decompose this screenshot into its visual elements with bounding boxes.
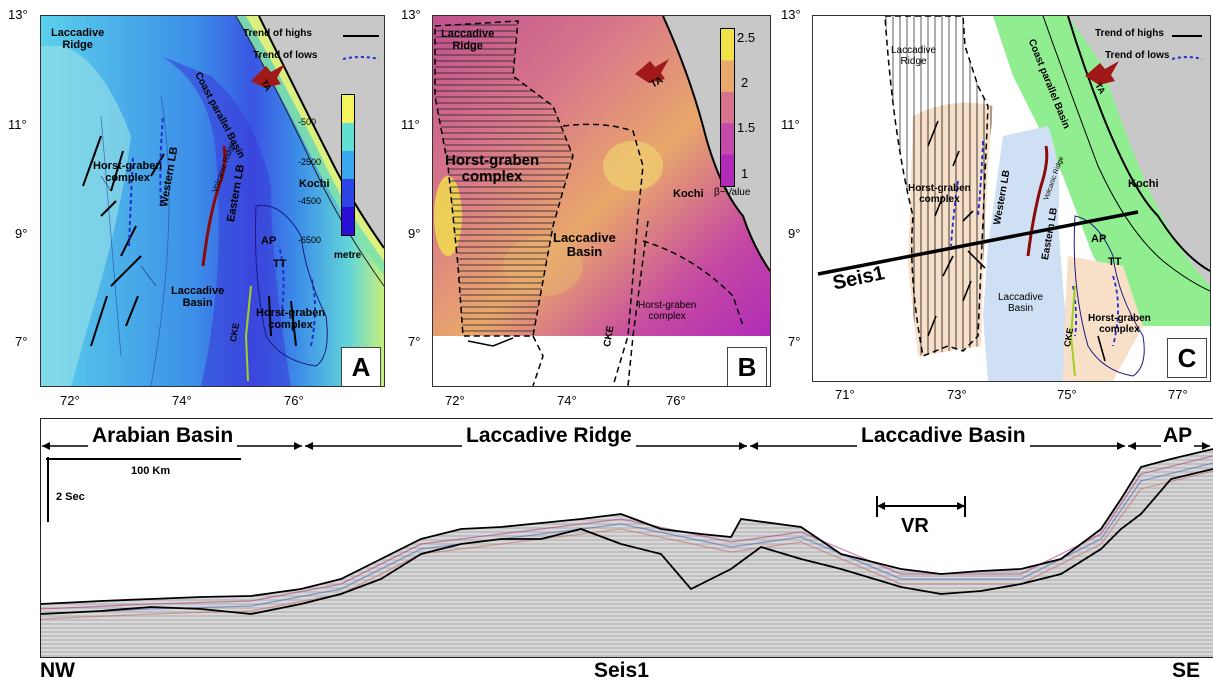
panel-b-letter: B [727,347,767,386]
a-lat-7: 7° [15,334,28,349]
legend-a-highs-line [343,35,379,37]
scale-km: 100 Km [131,465,171,477]
seismic-profile [41,448,1213,657]
cb-a-tick-1: -500 [298,117,317,127]
c-ap: AP [1091,233,1107,245]
a-horst-graben: Horst-graben complex [93,160,163,184]
cb-a-tick-4: -6500 [298,235,322,245]
cb-b-tick-25: 2.5 [737,30,756,45]
legend-a-lows-line [343,56,379,60]
a-laccadive-basin: Laccadive Basin [171,285,225,309]
colorbar-band [721,154,734,187]
section-title: Seis1 [594,659,649,682]
scale-bar [46,457,241,522]
c-laccadive-basin: Laccadive Basin [998,292,1044,314]
c-lon-71: 71° [835,387,855,402]
c-lon-73: 73° [947,387,967,402]
vr-label: VR [901,515,929,537]
colorbar-band [721,60,734,93]
b-lon-74: 74° [557,393,577,408]
c-lon-77: 77° [1168,387,1188,402]
a-lat-9: 9° [15,226,28,241]
b-laccadive-ridge: Laccadive Ridge [441,28,495,52]
section-se: SE [1172,659,1201,682]
a-lon-74: 74° [172,393,192,408]
b-lat-7: 7° [408,334,421,349]
colorbar-band [721,29,734,62]
cb-b-title: β−Value [714,187,751,198]
panel-c-letter: C [1167,338,1207,378]
b-lon-76: 76° [666,393,686,408]
legend-lows-line [1172,56,1202,60]
a-kochi: Kochi [299,178,330,190]
a-lat-13: 13° [8,7,28,22]
trend-legend-a: Trend of highs Trend of lows [243,28,383,68]
panel-a-colorbar [341,94,355,236]
b-kochi: Kochi [673,188,704,200]
legend-a-lows-label: Trend of lows [253,50,318,61]
legend-highs-line [1172,35,1202,37]
c-laccadive-ridge: Laccadive Ridge [891,45,937,67]
a-lon-76: 76° [284,393,304,408]
section-nw: NW [40,659,75,682]
c-lat-7: 7° [788,334,801,349]
c-lon-75: 75° [1057,387,1077,402]
b-lat-13: 13° [401,7,421,22]
segment-arabian-basin: Arabian Basin [88,424,238,448]
segment-laccadive-basin: Laccadive Basin [857,424,1030,448]
c-horst-graben-se: Horst-graben complex [1088,313,1151,335]
c-tt: TT [1108,256,1122,268]
colorbar-band [342,123,354,152]
segment-ap: AP [1161,424,1195,448]
c-lat-11: 11° [781,117,800,132]
panel-a-bathymetry [41,16,384,386]
trend-legend: Trend of highs Trend of lows [1095,28,1205,68]
cb-b-tick-1: 1 [741,166,749,181]
c-horst-graben: Horst-graben complex [908,183,971,205]
colorbar-band [342,207,354,236]
panel-b-map: 2.5 2 1.5 1 β−Value Laccadive Ridge TA H… [432,15,771,387]
panel-c-map: Laccadive Ridge Coast parallel Basin TA … [812,15,1211,382]
seismic-section: 100 Km 2 Sec VR [40,418,1213,658]
vr-bracket [876,496,966,517]
cb-a-tick-2: -2500 [298,157,322,167]
b-lat-9: 9° [408,226,421,241]
panel-b-beta-map [433,16,770,386]
a-ap: AP [261,235,277,247]
c-lat-13: 13° [781,7,801,22]
scale-sec: 2 Sec [56,491,85,503]
legend-a-highs-label: Trend of highs [243,28,312,39]
panel-c-tectonic-map [813,16,1210,381]
a-horst-graben-se: Horst-graben complex [256,307,326,331]
c-kochi: Kochi [1128,178,1159,190]
cb-b-tick-15: 1.5 [737,120,756,135]
a-lon-72: 72° [60,393,80,408]
b-laccadive-basin: Laccadive Basin [553,230,616,259]
segment-laccadive-ridge: Laccadive Ridge [462,424,636,448]
a-laccadive-ridge: Laccadive Ridge [51,27,105,51]
a-tt: TT [273,258,287,270]
cb-a-unit: metre [334,250,362,261]
colorbar-band [342,95,354,124]
b-lon-72: 72° [445,393,465,408]
cb-b-tick-2: 2 [741,75,749,90]
colorbar-band [342,151,354,180]
panel-a-map: -500 -2500 -4500 -6500 metre Laccadive R… [40,15,385,387]
b-horst-graben: Horst-graben complex [445,152,540,185]
legend-lows-label: Trend of lows [1105,50,1170,61]
b-lat-11: 11° [401,117,420,132]
panel-a-letter: A [341,347,381,386]
cb-a-tick-3: -4500 [298,196,322,206]
panel-b-colorbar [720,28,735,187]
c-lat-9: 9° [788,226,801,241]
legend-highs-label: Trend of highs [1095,28,1164,39]
colorbar-band [342,179,354,208]
a-lat-11: 11° [8,117,27,132]
colorbar-band [721,91,734,125]
b-horst-graben-se: Horst-graben complex [638,300,697,322]
colorbar-band [721,123,734,156]
